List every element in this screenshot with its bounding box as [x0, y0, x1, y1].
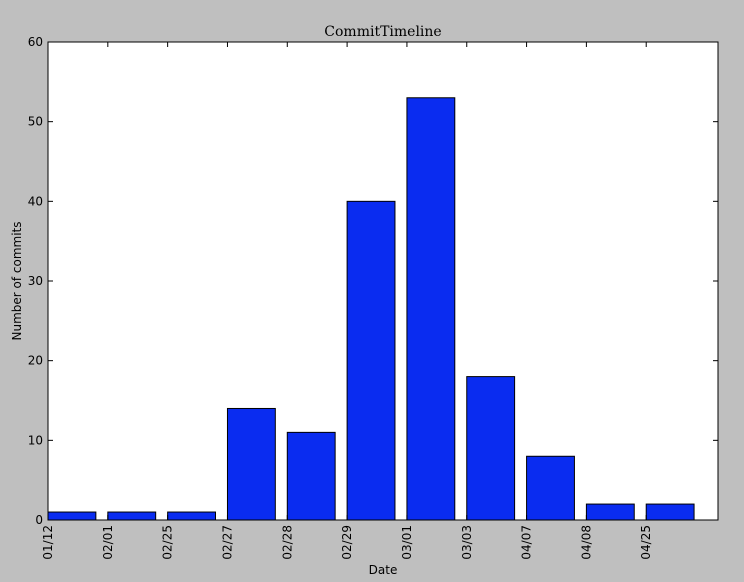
x-tick-label: 04/25: [639, 525, 653, 560]
bar-02-25: [167, 511, 216, 521]
x-tick-label: 02/29: [340, 525, 354, 560]
x-tick-label: 02/28: [280, 525, 294, 560]
bar-02-28: [286, 431, 336, 521]
y-tick-label: 20: [28, 354, 43, 368]
y-tick-label: 60: [28, 35, 43, 49]
x-tick-label: 03/03: [460, 525, 474, 560]
bar-02-27: [226, 407, 276, 521]
x-tick-label: 04/08: [579, 525, 593, 560]
x-tick-label: 03/01: [400, 525, 414, 560]
x-tick-label: 01/12: [41, 525, 55, 560]
x-tick-label: 02/27: [220, 525, 234, 560]
y-tick-label: 50: [28, 115, 43, 129]
bar-03-03: [466, 376, 516, 521]
chart-title: CommitTimeline: [324, 24, 441, 40]
bar-02-01: [107, 511, 157, 521]
y-tick-label: 40: [28, 194, 43, 208]
x-tick-label: 04/07: [520, 525, 534, 560]
ticks-group: 01/12 02/01 02/25 02/27 02/28 02/29 03/01 03/03…: [28, 35, 718, 560]
bar-02-29: [346, 200, 396, 521]
bar-04-08: [585, 503, 635, 521]
bars-group: [47, 97, 695, 521]
plot-frame: [47, 41, 719, 521]
y-tick-label: 0: [35, 513, 43, 527]
x-tick-label: 02/25: [161, 525, 175, 560]
bar-04-25: [645, 503, 695, 521]
x-axis-label: Date: [369, 563, 398, 577]
x-tick-label: 02/01: [101, 525, 115, 560]
y-axis-label: Number of commits: [10, 221, 24, 340]
bar-04-07: [526, 455, 575, 521]
bar-03-01: [406, 97, 456, 521]
bar-01-12: [47, 511, 97, 521]
y-tick-label: 10: [28, 433, 43, 447]
y-tick-label: 30: [28, 274, 43, 288]
